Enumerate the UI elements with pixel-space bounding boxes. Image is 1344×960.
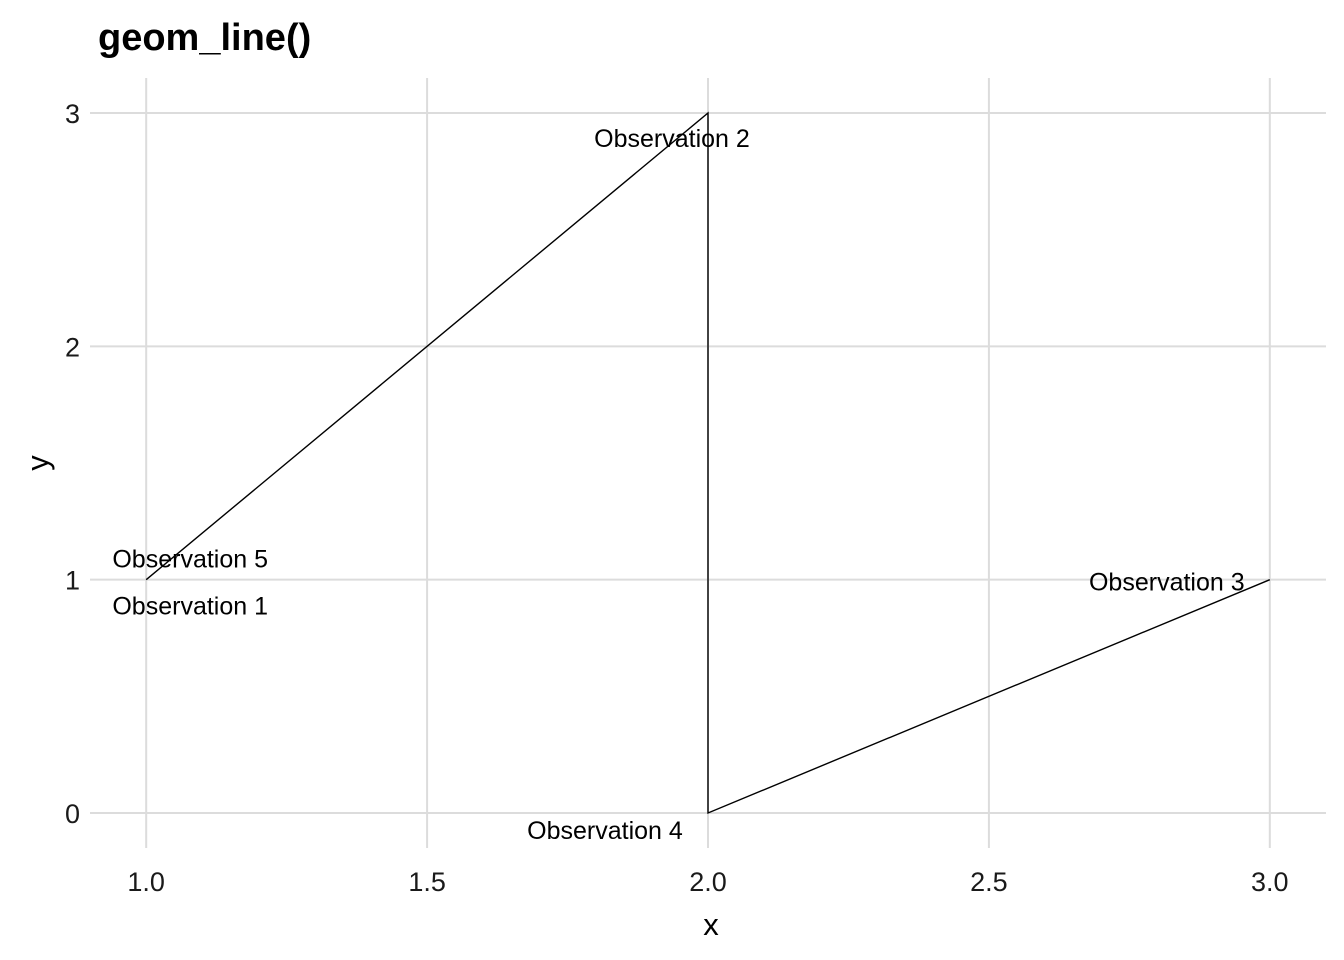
series-line — [145, 111, 1271, 815]
x-tick-label: 1.0 — [127, 867, 165, 897]
y-axis-title: y — [20, 455, 55, 471]
point-label: Observation 4 — [527, 817, 683, 845]
point-label: Observation 2 — [594, 125, 750, 153]
y-tick-label: 3 — [65, 99, 80, 129]
y-tick-label: 2 — [65, 332, 80, 362]
chart-title: geom_line() — [98, 17, 311, 59]
x-tick-label: 3.0 — [1251, 867, 1289, 897]
y-tick-label: 0 — [65, 799, 80, 829]
point-label: Observation 5 — [112, 546, 268, 574]
point-labels: Observation 1 Observation 2 Observation 3 O… — [112, 125, 1244, 845]
x-tick-label: 2.5 — [970, 867, 1008, 897]
x-tick-label: 2.0 — [689, 867, 727, 897]
x-tick-label: 1.5 — [408, 867, 446, 897]
tick-labels: 1.0 1.5 2.0 2.5 3.0 0 1 2 3 — [65, 99, 1289, 897]
point-label: Observation 1 — [112, 593, 268, 621]
series-layer — [145, 111, 1271, 815]
point-label: Observation 3 — [1089, 569, 1245, 597]
y-tick-label: 1 — [65, 566, 80, 596]
x-axis-title: x — [703, 907, 719, 942]
